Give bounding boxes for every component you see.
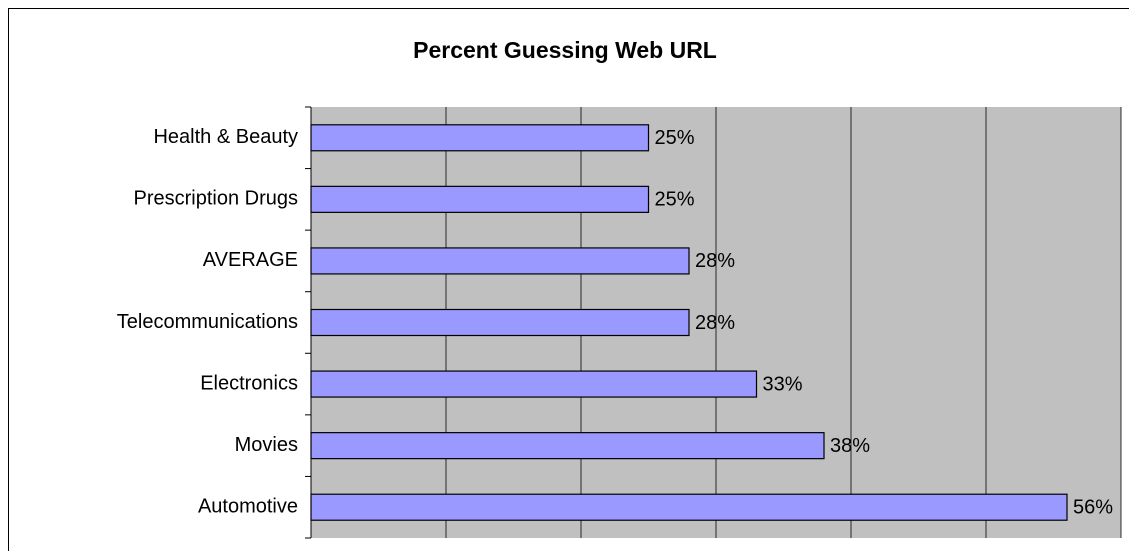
y-tick-label: Prescription Drugs bbox=[133, 188, 298, 210]
data-label: 56% bbox=[1073, 496, 1113, 518]
data-label: 28% bbox=[695, 312, 735, 334]
bar bbox=[310, 308, 690, 337]
chart-title: Percent Guessing Web URL bbox=[413, 37, 717, 63]
bar bbox=[310, 124, 650, 152]
y-tick-label: Telecommunications bbox=[117, 311, 298, 333]
y-tick-label: Movies bbox=[235, 434, 298, 456]
y-tick-label: Automotive bbox=[198, 495, 298, 517]
data-label: 25% bbox=[655, 189, 695, 211]
bar bbox=[310, 370, 758, 398]
data-label: 33% bbox=[763, 373, 803, 395]
bar bbox=[310, 432, 825, 460]
bar bbox=[310, 247, 690, 275]
data-label: 38% bbox=[830, 435, 870, 457]
data-label: 28% bbox=[695, 250, 735, 272]
data-label: 25% bbox=[655, 127, 695, 149]
bar bbox=[310, 185, 650, 213]
bar bbox=[310, 493, 1068, 521]
y-tick-label: Health & Beauty bbox=[153, 126, 298, 148]
y-tick-label: AVERAGE bbox=[203, 249, 298, 271]
y-tick-label: Electronics bbox=[200, 372, 298, 394]
